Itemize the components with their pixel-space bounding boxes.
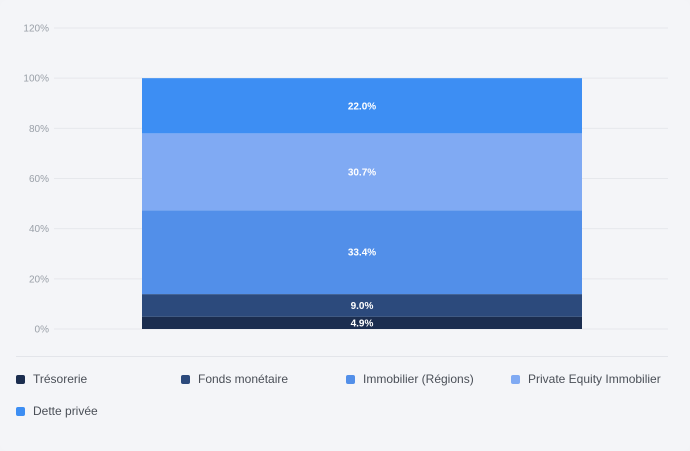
segment-labels: 4.9% 9.0% 33.4% 30.7% 22.0% (348, 101, 376, 329)
legend-item[interactable]: Private Equity Immobilier (511, 372, 676, 386)
data-label: 33.4% (348, 248, 376, 259)
legend-label: Trésorerie (33, 372, 88, 386)
bar-stack[interactable] (142, 78, 582, 329)
legend-label: Dette privée (33, 404, 98, 418)
legend-swatch (16, 406, 25, 416)
legend-item[interactable]: Trésorerie (16, 372, 181, 386)
bar-segment[interactable] (142, 210, 582, 295)
data-label: 9.0% (351, 301, 374, 312)
stacked-bar-chart: 0% 20% 40% 60% 80% 100% 120% 4.9% 9.0% 33.4% 30.7… (23, 24, 668, 336)
legend-label: Immobilier (Régions) (363, 372, 474, 386)
legend-item[interactable]: Immobilier (Régions) (346, 372, 511, 386)
bar-segment[interactable] (142, 294, 582, 317)
legend-divider (16, 356, 668, 357)
y-tick-label: 0% (35, 325, 50, 336)
legend-item[interactable]: Fonds monétaire (181, 372, 346, 386)
legend-item[interactable]: Dette privée (16, 404, 181, 418)
data-label: 30.7% (348, 167, 376, 178)
bar-segment[interactable] (142, 316, 582, 329)
y-tick-label: 20% (29, 274, 49, 285)
y-tick-label: 60% (29, 174, 49, 185)
bar-segment[interactable] (142, 133, 582, 211)
legend-label: Fonds monétaire (198, 372, 289, 386)
bar-segment[interactable] (142, 78, 582, 134)
data-label: 22.0% (348, 101, 376, 112)
legend-label: Private Equity Immobilier (528, 372, 661, 386)
y-tick-label: 100% (23, 74, 49, 85)
legend-swatch (511, 374, 520, 384)
legend-swatch (346, 374, 355, 384)
y-tick-label: 40% (29, 224, 49, 235)
legend: Trésorerie Fonds monétaire Immobilier (Rég… (16, 372, 676, 418)
legend-swatch (181, 374, 190, 384)
y-tick-label: 80% (29, 124, 49, 135)
data-label: 4.9% (351, 318, 374, 329)
legend-swatch (16, 374, 25, 384)
y-axis: 0% 20% 40% 60% 80% 100% 120% (23, 24, 49, 336)
y-tick-label: 120% (23, 24, 49, 35)
